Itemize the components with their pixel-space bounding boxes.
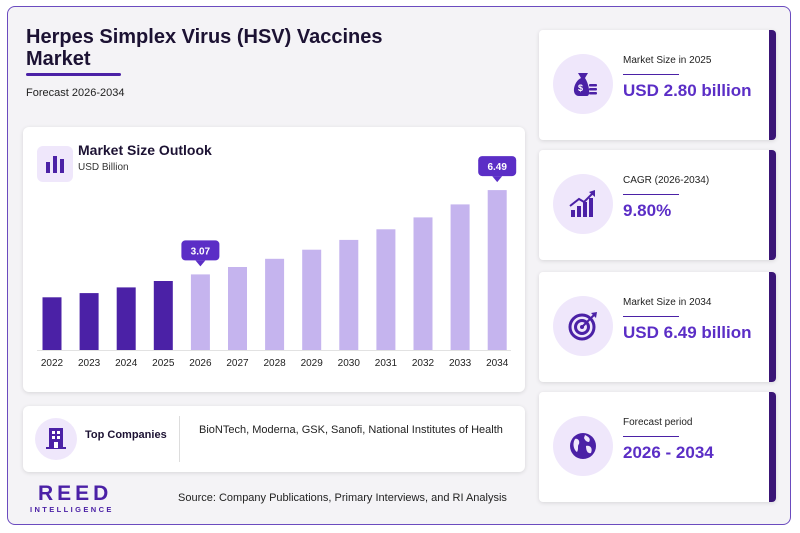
bar-chart-icon	[37, 146, 73, 182]
stat-rule	[623, 436, 679, 437]
bar-chart: 2022 2023 2024 2025 2026 2027 2028 2029 2030 2031…	[37, 156, 517, 369]
brand-logo-tagline: INTELLIGENCE	[30, 505, 114, 514]
chart-unit: USD Billion	[78, 162, 129, 173]
x-tick-label-2034: 2034	[486, 358, 509, 369]
bar-2032	[413, 217, 433, 350]
bar-2031	[376, 229, 396, 350]
money-bag-icon: $	[553, 54, 613, 114]
target-icon	[553, 296, 613, 356]
building-icon	[35, 418, 77, 460]
x-tick-label-2027: 2027	[226, 358, 249, 369]
title-underline	[26, 73, 121, 76]
stat-label: Market Size in 2025	[623, 55, 712, 66]
top-companies-card: Top Companies BioNTech, Moderna, GSK, Sa…	[23, 406, 525, 472]
bar-2030	[339, 239, 359, 350]
svg-text:$: $	[578, 83, 583, 93]
page-subtitle: Forecast 2026-2034	[26, 87, 125, 99]
x-tick-label-2030: 2030	[338, 358, 361, 369]
bar-2029	[302, 249, 322, 350]
bar-2025	[153, 281, 173, 350]
card-edge	[769, 150, 776, 260]
callout-2034: 6.49	[478, 156, 517, 183]
stat-value: 9.80%	[623, 201, 672, 220]
stat-rule	[623, 316, 679, 317]
x-tick-label-2033: 2033	[449, 358, 472, 369]
x-tick-label-2029: 2029	[301, 358, 324, 369]
callout-label-2034: 6.49	[487, 162, 507, 173]
stat-card-cagr: CAGR (2026-2034) 9.80%	[539, 150, 776, 260]
stat-label: Forecast period	[623, 417, 693, 428]
page-title: Herpes Simplex Virus (HSV) Vaccines Mark…	[26, 26, 383, 70]
x-tick-label-2032: 2032	[412, 358, 435, 369]
stat-card-market-2025: $ Market Size in 2025 USD 2.80 billion	[539, 30, 776, 140]
stat-label: Market Size in 2034	[623, 297, 712, 308]
stat-card-market-2034: Market Size in 2034 USD 6.49 billion	[539, 272, 776, 382]
globe-icon	[553, 416, 613, 476]
x-tick-label-2022: 2022	[41, 358, 64, 369]
bar-2027	[228, 267, 247, 350]
bar-2028	[265, 258, 285, 350]
card-edge	[769, 272, 776, 382]
bar-2026	[190, 274, 210, 350]
x-tick-label-2031: 2031	[375, 358, 398, 369]
x-tick-label-2023: 2023	[78, 358, 101, 369]
x-tick-label-2024: 2024	[115, 358, 138, 369]
card-edge	[769, 392, 776, 502]
divider	[179, 416, 180, 462]
stat-rule	[623, 74, 679, 75]
chart-title: Market Size Outlook	[78, 142, 212, 158]
brand-logo-name: REED	[38, 482, 113, 505]
bar-2022	[42, 297, 62, 350]
stat-value: 2026 - 2034	[623, 443, 714, 462]
top-companies-list: BioNTech, Moderna, GSK, Sanofi, National…	[199, 424, 503, 436]
x-tick-label-2025: 2025	[152, 358, 175, 369]
callout-label-2026: 3.07	[191, 246, 211, 257]
card-edge	[769, 30, 776, 140]
stat-label: CAGR (2026-2034)	[623, 175, 710, 186]
bar-2024	[116, 287, 136, 350]
bar-2033	[450, 204, 470, 350]
market-size-chart-card: 2022 2023 2024 2025 2026 2027 2028 2029 2030 2031…	[23, 127, 525, 392]
stat-card-forecast-period: Forecast period 2026 - 2034	[539, 392, 776, 502]
stat-value: USD 2.80 billion	[623, 81, 752, 100]
source-note: Source: Company Publications, Primary In…	[178, 492, 507, 504]
stat-rule	[623, 194, 679, 195]
top-companies-label: Top Companies	[85, 429, 167, 441]
growth-chart-icon	[553, 174, 613, 234]
x-tick-label-2026: 2026	[189, 358, 212, 369]
bar-2023	[79, 293, 99, 350]
callout-2026: 3.07	[181, 240, 220, 267]
bar-2034	[487, 190, 507, 350]
x-tick-label-2028: 2028	[263, 358, 286, 369]
stat-value: USD 6.49 billion	[623, 323, 752, 342]
